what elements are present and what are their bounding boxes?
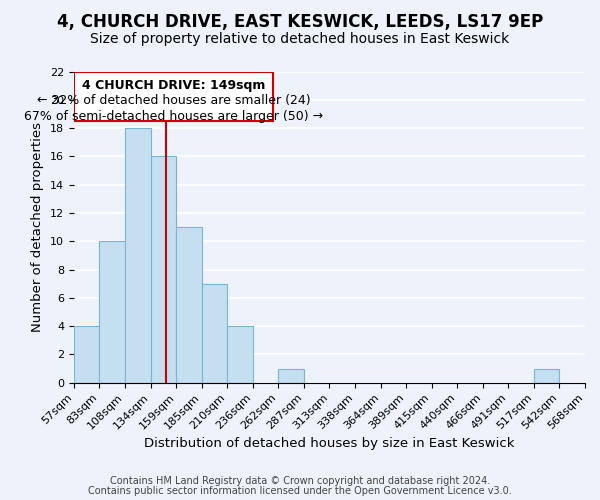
Bar [227,326,253,382]
FancyBboxPatch shape [74,72,273,121]
Text: ← 32% of detached houses are smaller (24): ← 32% of detached houses are smaller (24… [37,94,310,107]
Bar [100,242,125,382]
Bar [278,368,304,382]
Text: Size of property relative to detached houses in East Keswick: Size of property relative to detached ho… [91,32,509,46]
Bar [176,227,202,382]
Bar [74,326,100,382]
Bar [202,284,227,382]
Text: Contains public sector information licensed under the Open Government Licence v3: Contains public sector information licen… [88,486,512,496]
Text: 4 CHURCH DRIVE: 149sqm: 4 CHURCH DRIVE: 149sqm [82,78,265,92]
Y-axis label: Number of detached properties: Number of detached properties [31,122,44,332]
Bar [534,368,559,382]
Text: Contains HM Land Registry data © Crown copyright and database right 2024.: Contains HM Land Registry data © Crown c… [110,476,490,486]
X-axis label: Distribution of detached houses by size in East Keswick: Distribution of detached houses by size … [144,437,515,450]
Bar [151,156,176,382]
Text: 67% of semi-detached houses are larger (50) →: 67% of semi-detached houses are larger (… [24,110,323,122]
Text: 4, CHURCH DRIVE, EAST KESWICK, LEEDS, LS17 9EP: 4, CHURCH DRIVE, EAST KESWICK, LEEDS, LS… [57,12,543,30]
Bar [125,128,151,382]
